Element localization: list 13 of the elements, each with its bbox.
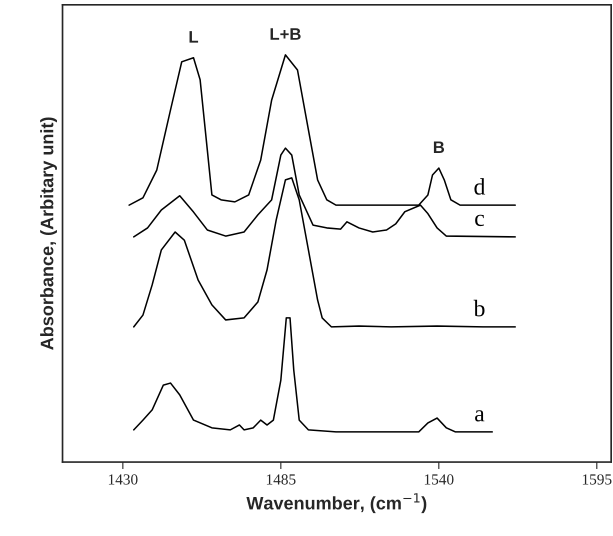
x-tick-label: 1540	[424, 474, 454, 485]
x-tick-label: 1485	[266, 474, 296, 485]
x-tick-label: 1430	[108, 474, 138, 485]
annotation: B	[434, 141, 444, 153]
series-label: a	[475, 410, 484, 422]
x-tick-label: 1595	[582, 474, 612, 485]
y-axis-title: Absorbance, (Arbitary unit)	[40, 117, 57, 350]
series-label: b	[474, 300, 484, 316]
series-label: c	[475, 214, 484, 226]
series-label: d	[474, 178, 486, 195]
annotation: L+B	[270, 28, 301, 40]
annotation: L	[190, 31, 198, 43]
x-axis-title: Wavenumber, (cm$^{−1}$)	[246, 493, 426, 514]
